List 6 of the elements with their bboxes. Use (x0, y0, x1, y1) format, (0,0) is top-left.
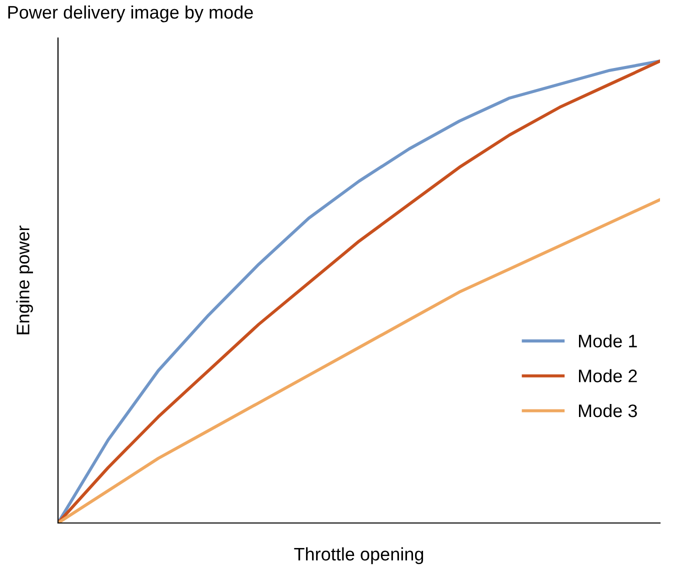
x-axis-title: Throttle opening (294, 547, 424, 564)
legend-label: Mode 3 (578, 404, 637, 418)
chart-title: Power delivery image by mode (8, 5, 253, 22)
y-axis-title: Engine power (16, 226, 33, 334)
legend-label: Mode 2 (578, 369, 637, 382)
legend-label: Mode 1 (578, 334, 637, 348)
